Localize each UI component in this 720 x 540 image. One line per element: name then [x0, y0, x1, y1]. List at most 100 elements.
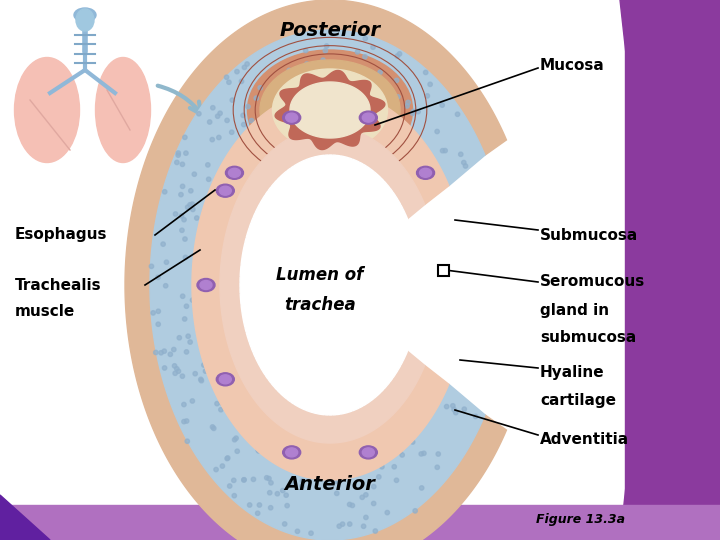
- Circle shape: [163, 190, 167, 194]
- Circle shape: [161, 242, 166, 246]
- Circle shape: [435, 129, 439, 134]
- Circle shape: [191, 207, 195, 212]
- Circle shape: [171, 347, 176, 352]
- Circle shape: [163, 284, 168, 288]
- Circle shape: [397, 449, 402, 454]
- Ellipse shape: [248, 50, 413, 170]
- Circle shape: [192, 172, 197, 177]
- Circle shape: [309, 531, 313, 535]
- Circle shape: [305, 62, 309, 66]
- Circle shape: [257, 503, 261, 507]
- Circle shape: [218, 111, 222, 116]
- Circle shape: [173, 371, 177, 375]
- Circle shape: [258, 85, 262, 90]
- Circle shape: [321, 58, 325, 62]
- Circle shape: [184, 255, 188, 260]
- Circle shape: [296, 86, 300, 90]
- Circle shape: [473, 414, 478, 418]
- Circle shape: [364, 515, 368, 519]
- Circle shape: [267, 476, 271, 481]
- Circle shape: [268, 490, 272, 495]
- Ellipse shape: [362, 113, 374, 122]
- Circle shape: [294, 77, 298, 82]
- Circle shape: [215, 114, 220, 118]
- Circle shape: [300, 484, 305, 488]
- Circle shape: [182, 317, 187, 321]
- Circle shape: [256, 447, 260, 451]
- Circle shape: [180, 374, 184, 379]
- Circle shape: [454, 410, 458, 415]
- Circle shape: [163, 366, 167, 370]
- Text: Figure 13.3a: Figure 13.3a: [536, 514, 624, 526]
- Circle shape: [303, 48, 308, 53]
- Circle shape: [181, 402, 186, 407]
- Circle shape: [346, 69, 350, 73]
- Ellipse shape: [14, 57, 79, 163]
- Text: Posterior: Posterior: [279, 21, 381, 39]
- Circle shape: [188, 340, 192, 344]
- Circle shape: [444, 404, 449, 409]
- Text: Mucosa: Mucosa: [540, 57, 605, 72]
- Circle shape: [156, 309, 161, 314]
- Circle shape: [207, 120, 212, 124]
- Circle shape: [452, 407, 456, 412]
- Circle shape: [207, 177, 211, 181]
- Circle shape: [295, 529, 300, 534]
- Circle shape: [269, 505, 273, 510]
- Circle shape: [405, 104, 409, 108]
- Circle shape: [197, 112, 201, 116]
- Circle shape: [285, 503, 289, 508]
- Circle shape: [225, 456, 230, 460]
- Ellipse shape: [362, 448, 374, 457]
- Circle shape: [269, 481, 273, 485]
- Ellipse shape: [272, 69, 387, 151]
- Text: Seromucous: Seromucous: [540, 274, 645, 289]
- Text: cartilage: cartilage: [540, 393, 616, 408]
- Circle shape: [219, 408, 223, 412]
- Circle shape: [245, 62, 249, 66]
- Circle shape: [210, 137, 215, 142]
- Circle shape: [462, 160, 466, 165]
- Polygon shape: [230, 105, 430, 192]
- Polygon shape: [192, 90, 449, 480]
- Circle shape: [225, 456, 229, 461]
- Circle shape: [411, 109, 415, 113]
- Ellipse shape: [216, 373, 234, 386]
- Circle shape: [190, 298, 194, 302]
- Circle shape: [186, 334, 190, 339]
- Circle shape: [225, 75, 229, 79]
- Circle shape: [335, 491, 339, 496]
- Circle shape: [181, 184, 185, 188]
- Text: Esophagus: Esophagus: [15, 227, 107, 242]
- Circle shape: [413, 509, 418, 513]
- Bar: [438, 265, 449, 276]
- Ellipse shape: [359, 446, 377, 459]
- Circle shape: [441, 148, 445, 153]
- Circle shape: [235, 449, 240, 454]
- Circle shape: [184, 151, 188, 156]
- Polygon shape: [630, 0, 720, 540]
- Text: Submucosa: Submucosa: [540, 227, 638, 242]
- Ellipse shape: [228, 168, 240, 177]
- Circle shape: [181, 420, 186, 424]
- Circle shape: [377, 475, 381, 479]
- Circle shape: [149, 264, 153, 268]
- Circle shape: [190, 202, 194, 206]
- Circle shape: [347, 502, 352, 507]
- Ellipse shape: [96, 57, 150, 163]
- Circle shape: [323, 49, 328, 53]
- Polygon shape: [0, 495, 50, 540]
- Circle shape: [199, 379, 204, 383]
- Text: gland in: gland in: [540, 302, 609, 318]
- Circle shape: [392, 464, 397, 469]
- Circle shape: [232, 478, 236, 483]
- Circle shape: [348, 522, 352, 526]
- Circle shape: [363, 55, 367, 59]
- Circle shape: [281, 488, 285, 492]
- Circle shape: [410, 111, 415, 116]
- Circle shape: [225, 118, 229, 123]
- Circle shape: [156, 275, 161, 280]
- Circle shape: [378, 87, 382, 91]
- Circle shape: [428, 82, 432, 86]
- Circle shape: [215, 401, 219, 406]
